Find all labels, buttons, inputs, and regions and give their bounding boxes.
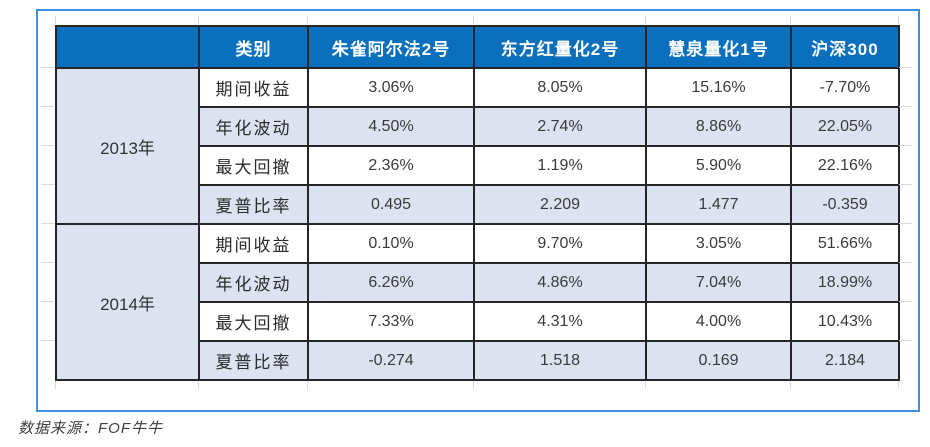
table-row: 夏普比率 -0.274 1.518 0.169 2.184 <box>56 340 900 381</box>
gridline-stub <box>41 106 54 107</box>
gridline-stub <box>198 16 199 24</box>
value-cell: 0.169 <box>645 340 792 381</box>
gridline-stub <box>898 16 899 24</box>
header-cell: 类别 <box>198 25 309 69</box>
gridline-stub <box>41 223 54 224</box>
header-cell: 朱雀阿尔法2号 <box>307 25 475 69</box>
value-cell: 2.209 <box>473 184 647 225</box>
gridline-stub <box>899 262 912 263</box>
value-cell: 15.16% <box>645 67 792 108</box>
value-cell: 2.184 <box>790 340 900 381</box>
gridline-stub <box>473 381 474 389</box>
value-cell: 1.477 <box>645 184 792 225</box>
value-cell: 4.31% <box>473 301 647 342</box>
value-cell: 3.05% <box>645 223 792 264</box>
table-row: 最大回撤 2.36% 1.19% 5.90% 22.16% <box>56 145 900 186</box>
value-cell: 1.518 <box>473 340 647 381</box>
gridline-stub <box>899 223 912 224</box>
table-row: 2014年 期间收益 0.10% 9.70% 3.05% 51.66% <box>55 223 900 381</box>
table-row: 年化波动 4.50% 2.74% 8.86% 22.05% <box>56 106 900 147</box>
gridline-stub <box>899 145 912 146</box>
gridline-stub <box>41 145 54 146</box>
value-cell: 2.74% <box>473 106 647 147</box>
metric-cell: 年化波动 <box>198 262 309 303</box>
metric-cell: 期间收益 <box>198 223 309 264</box>
year-cell: 2014年 <box>55 223 200 381</box>
value-cell: -7.70% <box>790 67 900 108</box>
content-frame: 类别 朱雀阿尔法2号 东方红量化2号 慧泉量化1号 沪深300 2013年 期间收益 3.0… <box>36 9 920 412</box>
gridline-stub <box>307 381 308 389</box>
value-cell: -0.274 <box>307 340 475 381</box>
value-cell: -0.359 <box>790 184 900 225</box>
metric-cell: 最大回撤 <box>198 145 309 186</box>
value-cell: 51.66% <box>790 223 900 264</box>
year-cell: 2013年 <box>55 67 200 225</box>
metric-cell: 年化波动 <box>198 106 309 147</box>
metric-cell: 夏普比率 <box>198 340 309 381</box>
value-cell: 8.86% <box>645 106 792 147</box>
gridline-stub <box>645 381 646 389</box>
table-header: 类别 朱雀阿尔法2号 东方红量化2号 慧泉量化1号 沪深300 <box>55 25 900 69</box>
value-cell: 9.70% <box>473 223 647 264</box>
gridline-stub <box>790 16 791 24</box>
value-cell: 4.50% <box>307 106 475 147</box>
gridline-stub <box>898 381 899 389</box>
gridline-stub <box>55 16 56 24</box>
gridline-stub <box>899 301 912 302</box>
metric-cell: 夏普比率 <box>198 184 309 225</box>
gridline-stub <box>41 301 54 302</box>
source-note: 数据来源：FOF牛牛 <box>18 420 163 437</box>
value-cell: 10.43% <box>790 301 900 342</box>
value-cell: 7.33% <box>307 301 475 342</box>
gridline-stub <box>790 381 791 389</box>
gridline-stub <box>899 340 912 341</box>
gridline-stub <box>645 16 646 24</box>
gridline-stub <box>55 381 56 389</box>
table-row: 夏普比率 0.495 2.209 1.477 -0.359 <box>56 184 900 225</box>
table-body: 2013年 期间收益 3.06% 8.05% 15.16% -7.70% 年化波动 4.50%… <box>55 67 900 381</box>
gridline-stub <box>899 67 912 68</box>
value-cell: 4.00% <box>645 301 792 342</box>
value-cell: 1.19% <box>473 145 647 186</box>
header-cell: 慧泉量化1号 <box>645 25 792 69</box>
value-cell: 2.36% <box>307 145 475 186</box>
value-cell: 7.04% <box>645 262 792 303</box>
value-cell: 18.99% <box>790 262 900 303</box>
value-cell: 5.90% <box>645 145 792 186</box>
header-cell: 东方红量化2号 <box>473 25 647 69</box>
gridline-stub <box>41 67 54 68</box>
value-cell: 4.86% <box>473 262 647 303</box>
table-row: 2013年 期间收益 3.06% 8.05% 15.16% -7.70% <box>55 67 900 225</box>
gridline-stub <box>899 184 912 185</box>
table-row: 最大回撤 7.33% 4.31% 4.00% 10.43% <box>56 301 900 342</box>
header-cell-corner <box>55 25 200 69</box>
value-cell: 0.495 <box>307 184 475 225</box>
value-cell: 22.16% <box>790 145 900 186</box>
metric-cell: 期间收益 <box>198 67 309 108</box>
performance-table: 类别 朱雀阿尔法2号 东方红量化2号 慧泉量化1号 沪深300 2013年 期间收益 3.0… <box>55 25 900 381</box>
value-cell: 22.05% <box>790 106 900 147</box>
gridline-stub <box>473 16 474 24</box>
gridline-stub <box>41 340 54 341</box>
header-cell: 沪深300 <box>790 25 900 69</box>
value-cell: 6.26% <box>307 262 475 303</box>
gridline-stub <box>307 16 308 24</box>
value-cell: 8.05% <box>473 67 647 108</box>
value-cell: 0.10% <box>307 223 475 264</box>
table-row: 年化波动 6.26% 4.86% 7.04% 18.99% <box>56 262 900 303</box>
gridline-stub <box>41 184 54 185</box>
gridline-stub <box>198 381 199 389</box>
value-cell: 3.06% <box>307 67 475 108</box>
gridline-stub <box>899 106 912 107</box>
gridline-stub <box>41 262 54 263</box>
metric-cell: 最大回撤 <box>198 301 309 342</box>
